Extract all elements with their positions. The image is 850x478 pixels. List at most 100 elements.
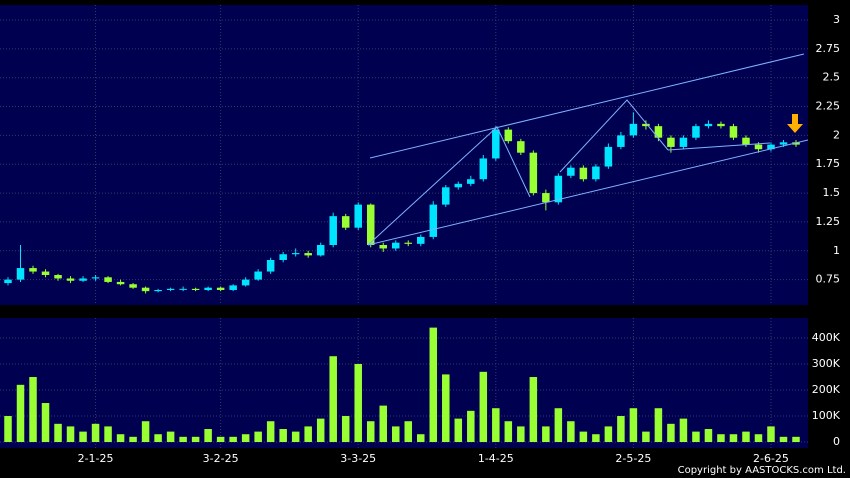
volume-bar — [592, 434, 600, 443]
y-tick-label: 2 — [833, 128, 840, 141]
marks — [4, 112, 800, 443]
candle-body — [767, 144, 775, 150]
x-tick-label: 2-6-25 — [753, 452, 789, 465]
candle-body — [391, 242, 400, 249]
candle-body — [454, 183, 463, 188]
candle-body — [54, 275, 62, 279]
y-tick-label: 0.75 — [816, 273, 841, 286]
volume-bar — [654, 408, 663, 443]
volume-bar — [304, 426, 312, 443]
y-tick-label: 3 — [833, 13, 840, 26]
candle-body — [654, 126, 663, 138]
trend-line — [667, 142, 771, 151]
volume-bar — [91, 423, 100, 443]
x-tick-label: 2-5-25 — [615, 452, 651, 465]
candle-body — [529, 152, 538, 194]
candle-body — [129, 284, 137, 288]
candle-body — [291, 253, 300, 255]
candle-body — [304, 253, 312, 256]
candle-body — [617, 135, 625, 147]
y-tick-label: 400K — [812, 331, 841, 344]
volume-bar — [79, 431, 87, 443]
volume-bar — [792, 436, 800, 443]
volume-bar — [467, 410, 475, 443]
volume-bar — [454, 418, 463, 443]
candle-body — [241, 279, 250, 286]
candle-body — [104, 277, 112, 282]
candle-body — [4, 279, 12, 284]
volume-bar — [642, 431, 650, 443]
candle-body — [604, 146, 613, 167]
y-tick-label: 1 — [833, 244, 840, 257]
volume-bar — [767, 426, 775, 443]
volume-bar — [354, 364, 362, 443]
candle-body — [354, 204, 362, 228]
volume-bar — [604, 426, 613, 443]
volume-bar — [216, 436, 225, 443]
volume-bar — [379, 405, 387, 443]
volume-bar — [104, 426, 112, 443]
y-tick-label: 2.75 — [816, 42, 841, 55]
volume-bar — [542, 426, 550, 443]
arrow-marker — [787, 114, 803, 133]
candle-body — [554, 175, 563, 203]
candle-body — [442, 187, 450, 205]
candle-body — [592, 166, 600, 180]
candle-body — [467, 179, 475, 184]
candle-body — [254, 271, 262, 280]
volume-bar — [667, 423, 675, 443]
candle-body — [742, 137, 750, 145]
candle-body — [154, 290, 162, 292]
trend-line — [367, 139, 809, 246]
volume-bar — [329, 356, 337, 443]
volume-bar — [554, 408, 563, 443]
candle-body — [366, 204, 375, 245]
trend-line — [369, 53, 805, 159]
candle-body — [429, 204, 438, 237]
volume-bar — [66, 426, 75, 443]
volume-bar — [41, 403, 50, 443]
candle-body — [779, 142, 788, 145]
candle-body — [216, 287, 225, 290]
x-tick-label: 2-1-25 — [78, 452, 114, 465]
volume-bar — [366, 421, 375, 443]
candle-body — [479, 158, 488, 180]
volume-bar — [704, 429, 713, 443]
volume-bar — [166, 431, 175, 443]
volume-bar — [742, 431, 750, 443]
volume-bar — [191, 436, 200, 443]
candle-body — [16, 268, 25, 280]
candle-body — [229, 285, 237, 290]
candle-body — [754, 144, 763, 150]
volume-bar — [617, 416, 625, 443]
candle-body — [629, 123, 638, 136]
candle-body — [179, 288, 187, 290]
candle-body — [329, 216, 337, 245]
candle-body — [141, 287, 150, 292]
candle-body — [679, 137, 688, 147]
candle-body — [204, 287, 212, 290]
candle-body — [504, 129, 513, 142]
volume-bar — [479, 371, 488, 443]
candle-body — [279, 254, 287, 260]
y-tick-label: 2.25 — [816, 100, 841, 113]
candle-body — [542, 193, 550, 203]
volume-bar — [729, 434, 738, 443]
volume-bar — [692, 431, 700, 443]
candle-body — [116, 281, 125, 285]
candle-body — [642, 123, 650, 127]
volume-bar — [141, 421, 150, 443]
volume-bar — [254, 431, 262, 443]
volume-bar — [492, 408, 500, 443]
candle-body — [29, 268, 37, 272]
volume-bar — [204, 429, 212, 443]
candle-body — [579, 167, 588, 180]
grid — [0, 5, 808, 448]
candle-body — [717, 123, 725, 127]
y-tick-label: 1.5 — [823, 186, 841, 199]
candle-body — [692, 126, 700, 138]
volume-bar — [54, 423, 62, 443]
x-tick-label: 3-3-25 — [340, 452, 376, 465]
